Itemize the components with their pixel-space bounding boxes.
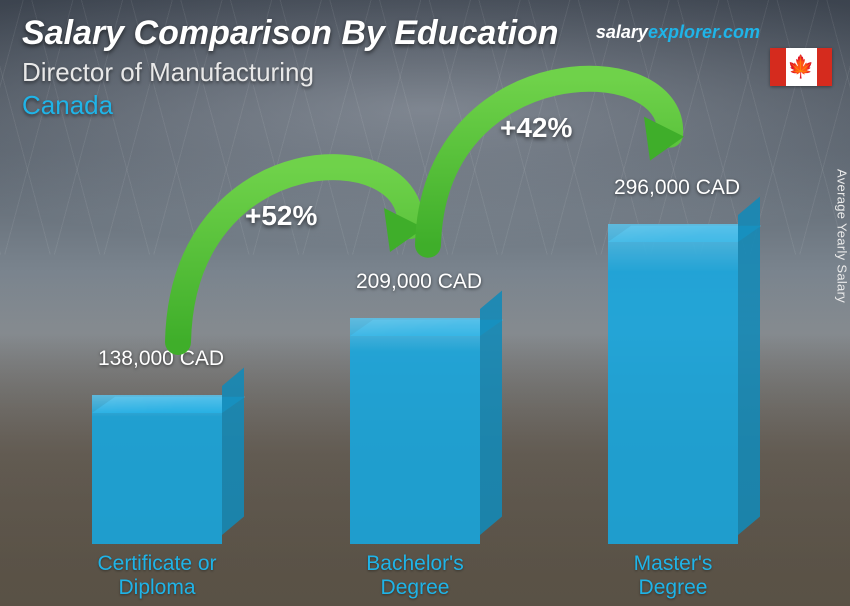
bar: 138,000 CAD bbox=[92, 395, 222, 544]
bar-front-face bbox=[608, 224, 738, 544]
plot-area: 138,000 CADCertificate orDiploma209,000 … bbox=[0, 0, 850, 606]
bar-value-label: 138,000 CAD bbox=[61, 347, 261, 371]
bar-group: 296,000 CADMaster'sDegree bbox=[608, 224, 738, 544]
bar-front-face bbox=[92, 395, 222, 544]
bar: 296,000 CAD bbox=[608, 224, 738, 544]
bar-side-face bbox=[738, 197, 760, 535]
bar-side-face bbox=[480, 291, 502, 535]
bar-side-face bbox=[222, 368, 244, 535]
bar-group: 138,000 CADCertificate orDiploma bbox=[92, 395, 222, 544]
bar-front-face bbox=[350, 318, 480, 544]
bar-group: 209,000 CADBachelor'sDegree bbox=[350, 318, 480, 544]
salary-education-chart: Salary Comparison By Education Director … bbox=[0, 0, 850, 606]
increase-pct-label: +42% bbox=[500, 112, 572, 144]
category-label: Certificate orDiploma bbox=[57, 552, 257, 600]
bar: 209,000 CAD bbox=[350, 318, 480, 544]
bar-value-label: 296,000 CAD bbox=[577, 176, 777, 200]
bar-value-label: 209,000 CAD bbox=[319, 270, 519, 294]
category-label: Master'sDegree bbox=[573, 552, 773, 600]
category-label: Bachelor'sDegree bbox=[315, 552, 515, 600]
increase-pct-label: +52% bbox=[245, 200, 317, 232]
